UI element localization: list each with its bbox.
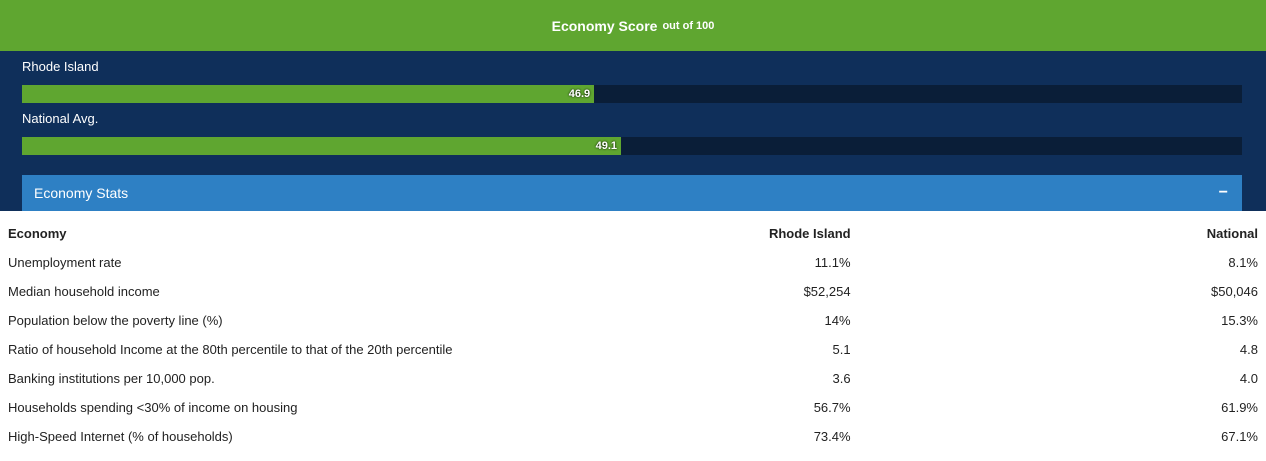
subtitle: out of xyxy=(662,19,693,32)
row: Households spending <30% of income on ho… xyxy=(0,393,1266,422)
row: Banking institutions per 10,000 pop. 3.6 4… xyxy=(0,364,1266,393)
scores: Rhode Island 46.9 National Avg. 49.1 Econom… xyxy=(0,51,1266,211)
bar xyxy=(22,137,622,155)
max: 100 xyxy=(696,19,715,32)
title: Economy Score xyxy=(551,17,658,34)
panel-title: Economy Stats xyxy=(34,185,129,201)
row: Median household income $52,254 $50,046 xyxy=(0,277,1266,306)
cell: 73.4% xyxy=(813,429,851,444)
score-label: Rhode Island xyxy=(22,59,99,74)
cell: 3.6 xyxy=(832,371,851,386)
cell: Median household income xyxy=(8,284,160,299)
score-label: National Avg. xyxy=(22,111,99,126)
cell: 15.3% xyxy=(1221,313,1258,328)
cell: 8.1% xyxy=(1228,255,1258,270)
cell: Unemployment rate xyxy=(8,255,122,270)
bar xyxy=(22,85,595,103)
cell: 5.1 xyxy=(832,342,851,357)
cell: 61.9% xyxy=(1221,400,1258,415)
cell: High-Speed Internet (% of households) xyxy=(8,429,233,444)
header-row: Economy Rhode Island National xyxy=(0,219,1266,248)
cell: Banking institutions per 10,000 pop. xyxy=(8,371,215,386)
bar-value: 46.9 xyxy=(568,88,591,100)
stats-table: Economy Rhode Island National Unemployment … xyxy=(0,219,1266,451)
bar-track: 46.9 xyxy=(22,85,1242,103)
column-header: Rhode Island xyxy=(768,226,851,241)
cell: 4.0 xyxy=(1239,371,1258,386)
cell: Ratio of household Income at the 80th pe… xyxy=(8,342,453,357)
row: Population below the poverty line (%) 14%… xyxy=(0,306,1266,335)
toggle[interactable]: − xyxy=(1218,184,1228,201)
row: High-Speed Internet (% of households) 73.… xyxy=(0,422,1266,451)
row: Ratio of household Income at the 80th pe… xyxy=(0,335,1266,364)
cell: $50,046 xyxy=(1211,284,1258,299)
bars: Rhode Island 46.9 National Avg. 49.1 xyxy=(22,51,1242,155)
cell: 4.8 xyxy=(1239,342,1258,357)
column-header: Economy xyxy=(8,226,67,241)
bar-value: 49.1 xyxy=(595,140,618,152)
cell: 56.7% xyxy=(813,400,851,415)
column-header: National xyxy=(1206,226,1258,241)
header: Economy Score out of 100 xyxy=(0,0,1266,51)
cell: $52,254 xyxy=(803,284,851,299)
cell: Households spending <30% of income on ho… xyxy=(8,400,298,415)
cell: Population below the poverty line (%) xyxy=(8,313,223,328)
row: Unemployment rate 11.1% 8.1% xyxy=(0,248,1266,277)
cell: 11.1% xyxy=(814,255,851,270)
bar-track: 49.1 xyxy=(22,137,1242,155)
cell: 67.1% xyxy=(1221,429,1258,444)
panel-header[interactable]: Economy Stats − xyxy=(22,175,1242,211)
cell: 14% xyxy=(824,313,851,328)
